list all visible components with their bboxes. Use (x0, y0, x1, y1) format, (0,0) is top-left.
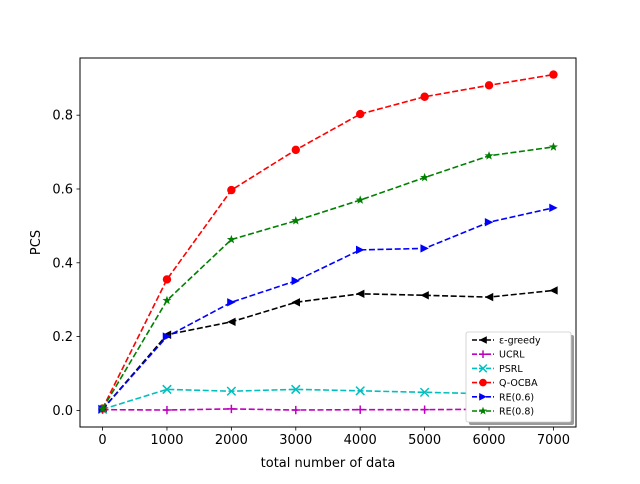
y-tick-label: 0.2 (52, 330, 73, 345)
legend-label: RE(0.8) (499, 407, 534, 418)
data-point (356, 289, 365, 298)
y-tick-label: 0.6 (52, 182, 73, 197)
legend-item: Q-OCBA (472, 378, 538, 389)
legend-marker (479, 350, 487, 358)
data-point (356, 109, 365, 119)
data-point (420, 291, 429, 300)
data-point (549, 203, 558, 213)
legend-item: RE(0.6) (472, 392, 534, 403)
legend-marker (478, 406, 488, 415)
series-line (101, 289, 554, 410)
data-point (227, 404, 236, 414)
legend-label: UCRL (499, 350, 525, 361)
legend-item: PSRL (472, 364, 523, 375)
legend-box (465, 331, 572, 423)
series-line (101, 207, 554, 410)
data-point (548, 142, 558, 151)
series-5 (98, 142, 558, 413)
y-tick-label: 0.4 (52, 256, 73, 271)
data-point (162, 275, 172, 284)
data-point (420, 244, 429, 253)
data-point (356, 405, 365, 414)
data-point (227, 317, 236, 327)
data-point (98, 404, 108, 413)
x-axis-label: total number of data (261, 456, 396, 471)
data-point (484, 292, 494, 302)
legend-item: RE(0.8) (472, 407, 534, 418)
data-point (162, 384, 172, 395)
data-point (291, 384, 301, 395)
data-point (420, 405, 429, 414)
data-point (162, 405, 172, 415)
legend-label: RE(0.6) (499, 392, 534, 403)
data-point (549, 286, 558, 295)
data-point (355, 386, 365, 396)
data-point (291, 405, 300, 415)
data-point (226, 386, 237, 396)
x-tick-label: 6000 (472, 433, 505, 448)
data-point (355, 195, 365, 204)
x-tick-label: 2000 (215, 433, 248, 448)
x-axis: 0 1000 2000 3000 4000 5000 6000 7000 (98, 427, 570, 448)
y-tick-label: 0.0 (52, 404, 73, 419)
y-axis: 0.0 0.2 0.4 0.6 0.8 (52, 109, 80, 419)
data-point (227, 298, 236, 307)
data-point (291, 276, 300, 286)
data-point (291, 216, 301, 225)
data-point (162, 295, 172, 305)
data-point (291, 145, 300, 155)
data-point (291, 298, 300, 307)
x-tick-label: 7000 (537, 433, 570, 448)
legend-marker (479, 393, 487, 401)
legend-marker (478, 364, 488, 373)
legend-label: ε-greedy (499, 336, 541, 347)
legend-marker (479, 336, 487, 344)
axes-frame (79, 57, 577, 428)
data-point (227, 185, 236, 195)
data-point (419, 387, 430, 398)
x-tick-label: 3000 (279, 433, 312, 448)
y-tick-label: 0.8 (52, 109, 73, 124)
legend-item: UCRL (472, 350, 525, 361)
legend-item: ε-greedy (472, 336, 541, 347)
data-point (484, 218, 494, 227)
data-point (162, 332, 172, 341)
data-point (549, 70, 558, 79)
y-axis-label: PCS (29, 230, 44, 255)
legend: ε-greedy UCRL PSRL Q-OCBA RE(0.6) RE(0.8) (465, 331, 574, 425)
data-point (484, 81, 494, 90)
legend-marker (479, 378, 487, 387)
data-point (484, 151, 494, 160)
data-point (420, 172, 430, 182)
data-point (420, 92, 429, 101)
x-tick-label: 4000 (344, 433, 377, 448)
data-point (226, 234, 236, 244)
series-line (101, 146, 554, 410)
legend-label: PSRL (499, 364, 523, 375)
legend-label: Q-OCBA (499, 378, 538, 389)
data-point (356, 245, 365, 255)
x-tick-label: 5000 (408, 433, 441, 448)
x-tick-label: 0 (98, 433, 106, 448)
series-line (101, 73, 554, 409)
x-tick-label: 1000 (150, 433, 183, 448)
